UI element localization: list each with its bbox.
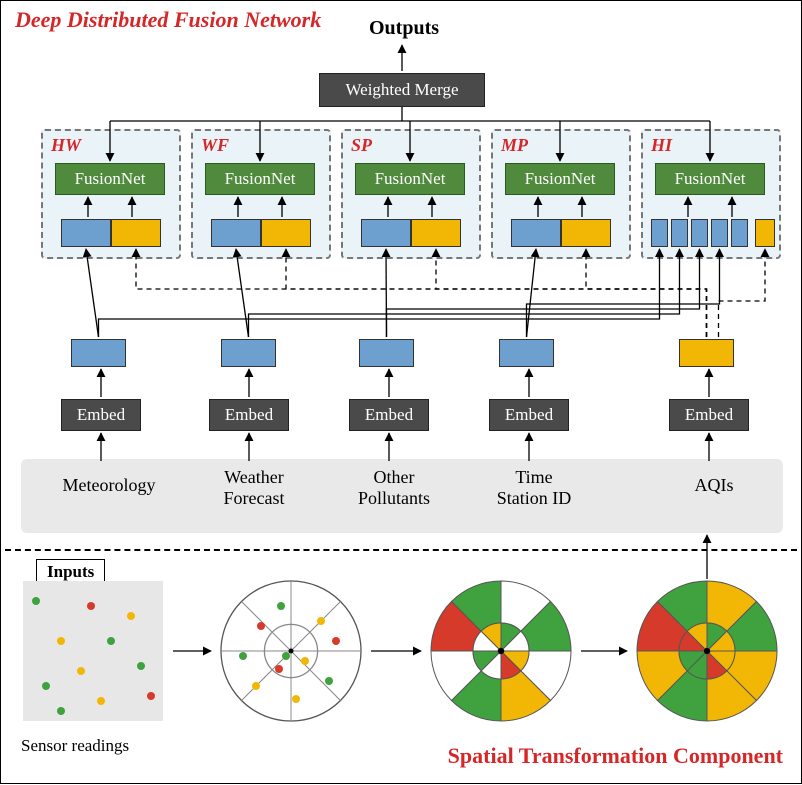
mid-feat-2 <box>359 339 414 367</box>
input-label-3: TimeStation ID <box>479 467 589 508</box>
network-title-text: Deep Distributed Fusion Network <box>15 7 321 32</box>
section-divider <box>5 549 797 551</box>
mid-feat-1 <box>221 339 276 367</box>
input-label-2: OtherPollutants <box>339 467 449 508</box>
panel-label-mp: MP <box>501 135 528 156</box>
panel-feat-blue-0 <box>61 219 111 247</box>
panel-feat-hi-yellow <box>755 219 775 247</box>
inputs-tag-label: Inputs <box>47 562 94 581</box>
embed-box-3: Embed <box>489 399 569 431</box>
outputs-label: Outputs <box>369 17 439 40</box>
fusionnet-box-2: FusionNet <box>355 163 465 195</box>
panel-label-sp: SP <box>351 135 372 156</box>
network-title: Deep Distributed Fusion Network <box>15 7 321 32</box>
embed-box-1: Embed <box>209 399 289 431</box>
panel-feat-yellow-1 <box>261 219 311 247</box>
fusionnet-box-3: FusionNet <box>505 163 615 195</box>
panel-feat-hi-blue-0 <box>651 219 668 247</box>
sensor-readings-label: Sensor readings <box>21 736 129 756</box>
embed-box-0: Embed <box>61 399 141 431</box>
weighted-merge-box: Weighted Merge <box>319 73 485 107</box>
input-label-4: AQIs <box>679 475 749 496</box>
embed-box-4: Embed <box>669 399 749 431</box>
panel-label-hi: HI <box>651 135 672 156</box>
spatial-title: Spatial Transformation Component <box>448 743 783 769</box>
diagram-canvas: Deep Distributed Fusion Network Outputs … <box>0 0 802 784</box>
mid-feat-4 <box>679 339 734 367</box>
fusionnet-box-0: FusionNet <box>55 163 165 195</box>
panel-feat-blue-2 <box>361 219 411 247</box>
panel-feat-hi-blue-4 <box>731 219 748 247</box>
inputs-tag: Inputs <box>36 559 105 585</box>
panel-feat-hi-blue-3 <box>711 219 728 247</box>
panel-feat-hi-blue-2 <box>691 219 708 247</box>
panel-feat-yellow-0 <box>111 219 161 247</box>
mid-feat-0 <box>71 339 126 367</box>
embed-box-2: Embed <box>349 399 429 431</box>
weighted-merge-label: Weighted Merge <box>345 80 458 100</box>
input-label-0: Meteorology <box>49 475 169 496</box>
panel-feat-yellow-2 <box>411 219 461 247</box>
panel-feat-yellow-3 <box>561 219 611 247</box>
panel-feat-blue-3 <box>511 219 561 247</box>
panel-feat-blue-1 <box>211 219 261 247</box>
panel-label-hw: HW <box>51 135 81 156</box>
panel-label-wf: WF <box>201 135 229 156</box>
panel-feat-hi-blue-1 <box>671 219 688 247</box>
fusionnet-box-1: FusionNet <box>205 163 315 195</box>
input-label-1: WeatherForecast <box>199 467 309 508</box>
wire-layer <box>1 1 802 785</box>
mid-feat-3 <box>499 339 554 367</box>
fusionnet-box-4: FusionNet <box>655 163 765 195</box>
